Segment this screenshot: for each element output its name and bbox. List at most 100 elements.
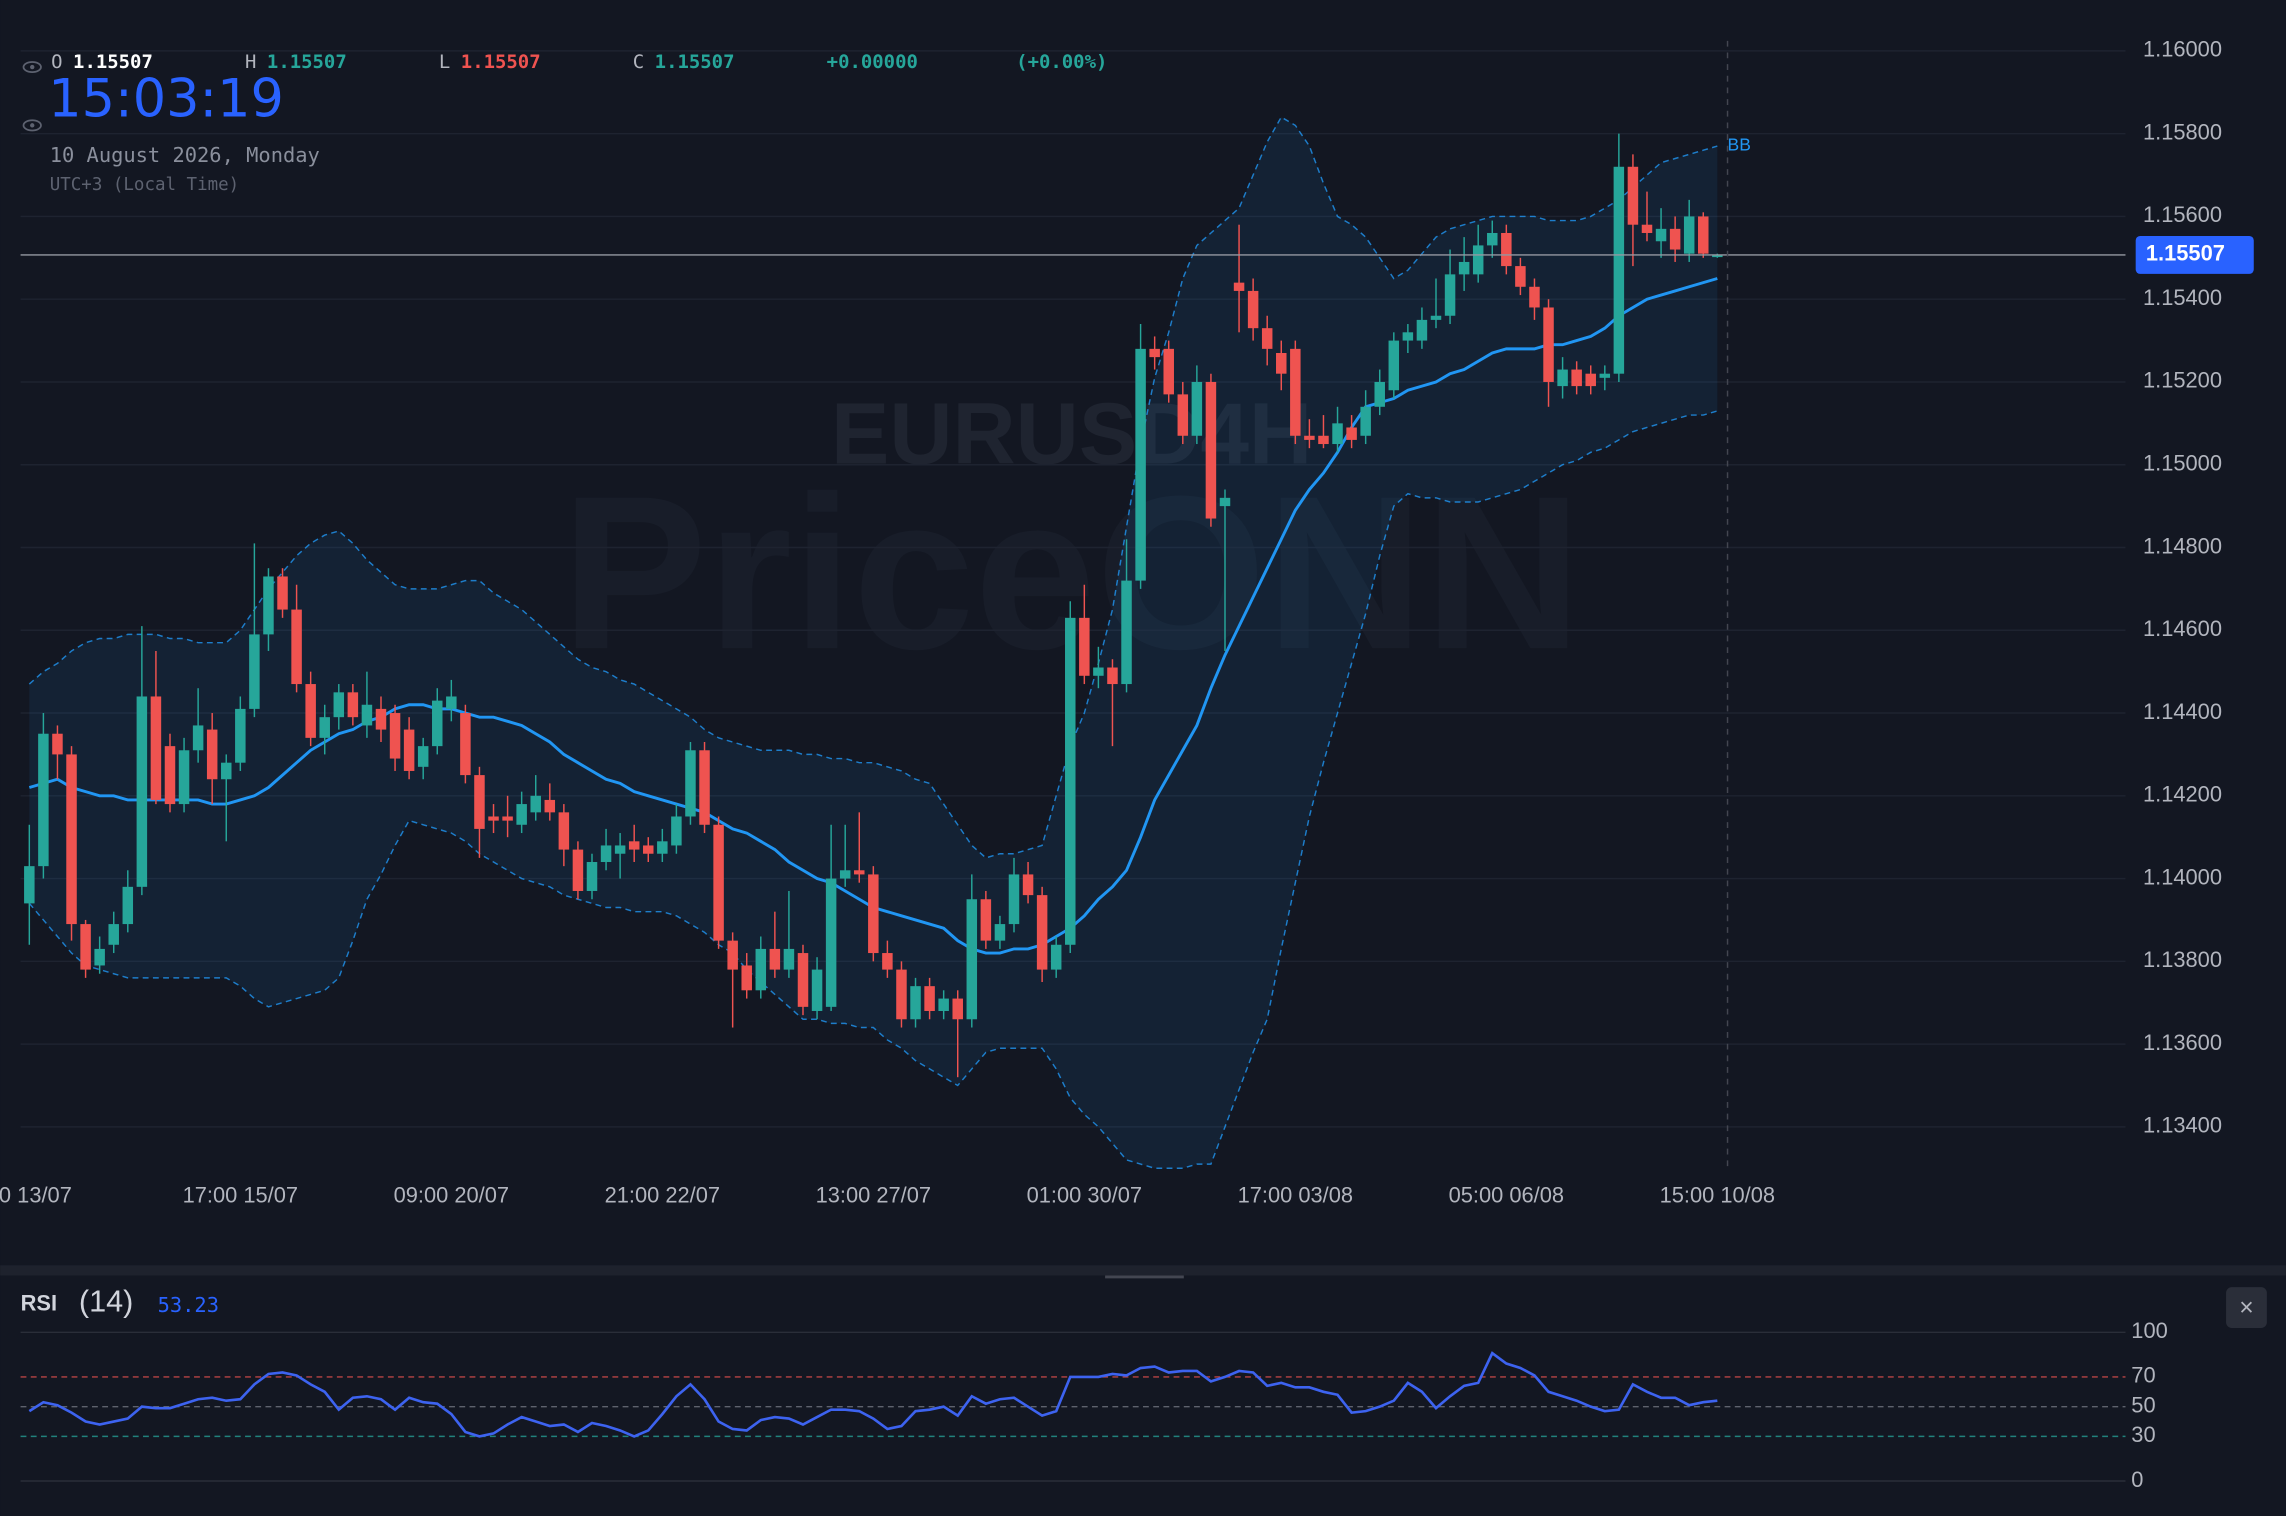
ohlc-legend: (+0.00%) <box>1016 51 1107 73</box>
rsi-tick-label: 50 <box>2131 1392 2155 1417</box>
candle-body <box>389 713 401 759</box>
candle-body <box>685 750 696 817</box>
clock: 15:03:19 <box>48 69 284 130</box>
candle-body <box>1276 352 1287 374</box>
y-tick-label: 1.14800 <box>2143 533 2222 558</box>
bb-label: BB <box>1728 134 1751 154</box>
timezone-label: UTC+3 (Local Time) <box>50 175 239 195</box>
candle-body <box>150 696 162 800</box>
candle-body <box>488 816 499 821</box>
candle-body <box>1402 332 1414 341</box>
candle-body <box>1163 348 1174 395</box>
x-tick-label: 01:00 30/07 <box>1027 1183 1142 1208</box>
x-tick-label: 17:00 03/08 <box>1238 1183 1353 1208</box>
candle-body <box>868 874 879 954</box>
candle-body <box>938 998 949 1011</box>
candle-body <box>1304 435 1315 440</box>
x-tick-label: 17:00 15/07 <box>183 1183 298 1208</box>
y-tick-label: 1.13400 <box>2143 1113 2222 1138</box>
rsi-tick-label: 70 <box>2131 1363 2155 1388</box>
ohlc-legend: L <box>439 51 450 73</box>
candle-body <box>1543 307 1554 382</box>
candle-body <box>516 804 527 825</box>
candle-body <box>1177 394 1189 436</box>
candle-body <box>1191 381 1203 436</box>
ohlc-legend: 1.15507 <box>73 51 153 73</box>
candle-body <box>741 965 752 991</box>
rsi-name: RSI <box>21 1290 57 1315</box>
ohlc-legend: +0.00000 <box>827 51 918 73</box>
eye-icon[interactable] <box>22 119 42 132</box>
candle-body <box>882 953 893 970</box>
candle-body <box>628 841 640 850</box>
x-tick-label: 21:00 22/07 <box>605 1183 720 1208</box>
candle-body <box>136 696 148 887</box>
candle-body <box>1613 166 1625 374</box>
candle-body <box>206 729 218 780</box>
x-tick-label: 05:00 06/08 <box>1449 1183 1564 1208</box>
candle-body <box>1346 427 1357 440</box>
eye-icon[interactable] <box>22 61 42 74</box>
candle-body <box>1712 254 1723 258</box>
candle-body <box>1655 228 1667 242</box>
candle-body <box>333 692 345 718</box>
x-tick-label: 00 13/07 <box>0 1183 72 1208</box>
candle-body <box>1318 435 1329 445</box>
candle-body <box>474 775 485 829</box>
candle-body <box>854 870 865 875</box>
price-tag <box>2135 235 2254 274</box>
close-button-label: × <box>2239 1295 2253 1322</box>
candle-body <box>839 870 851 879</box>
candle-body <box>24 866 35 904</box>
ohlc-legend: O <box>51 51 62 73</box>
y-tick-label: 1.13600 <box>2143 1030 2222 1055</box>
rsi-last: 53.23 <box>158 1293 219 1317</box>
price-tag-label: 1.15507 <box>2146 241 2225 266</box>
candle-body <box>375 708 387 730</box>
candle-body <box>1233 282 1245 291</box>
candle-body <box>1205 381 1217 519</box>
candle-body <box>1079 617 1090 676</box>
candle-body <box>460 713 471 776</box>
candle-body <box>1585 373 1596 387</box>
candle-body <box>994 924 1006 941</box>
candle-body <box>671 816 682 846</box>
candle-body <box>1641 224 1653 233</box>
candle-body <box>614 845 626 854</box>
candle-body <box>1008 874 1020 925</box>
candle-body <box>446 696 457 709</box>
candle-body <box>263 576 274 635</box>
candle-body <box>361 704 373 726</box>
y-tick-label: 1.13800 <box>2143 947 2222 972</box>
bb-upper <box>28 116 1718 859</box>
candle-body <box>432 700 443 747</box>
y-tick-label: 1.15600 <box>2143 202 2222 227</box>
candle-body <box>755 948 767 991</box>
candle-body <box>1430 315 1442 320</box>
pane-separator[interactable] <box>0 1265 2286 1276</box>
ohlc-legend: 1.15507 <box>461 51 541 73</box>
candle-body <box>966 899 978 1020</box>
candle-body <box>221 762 232 780</box>
candle-body <box>1529 286 1540 308</box>
eye-outline <box>22 119 42 132</box>
candle-body <box>1290 348 1301 436</box>
candle-body <box>727 940 738 970</box>
candle-body <box>1247 290 1259 329</box>
candle-body <box>825 878 837 1007</box>
candle-body <box>235 708 246 763</box>
candle-body <box>1444 274 1456 316</box>
candle-body <box>530 795 541 813</box>
symbol-watermark: EURUSD4H <box>831 384 1312 482</box>
candle-body <box>1036 895 1048 970</box>
date-label: 10 August 2026, Monday <box>50 143 320 167</box>
candle-body <box>783 948 795 970</box>
y-tick-label: 1.14400 <box>2143 699 2222 724</box>
candle-body <box>1332 423 1343 445</box>
candle-body <box>1698 216 1709 254</box>
y-tick-label: 1.15200 <box>2143 368 2222 393</box>
candle-body <box>1416 319 1428 341</box>
close-button[interactable]: × <box>2226 1287 2267 1328</box>
candle-body <box>952 998 963 1020</box>
